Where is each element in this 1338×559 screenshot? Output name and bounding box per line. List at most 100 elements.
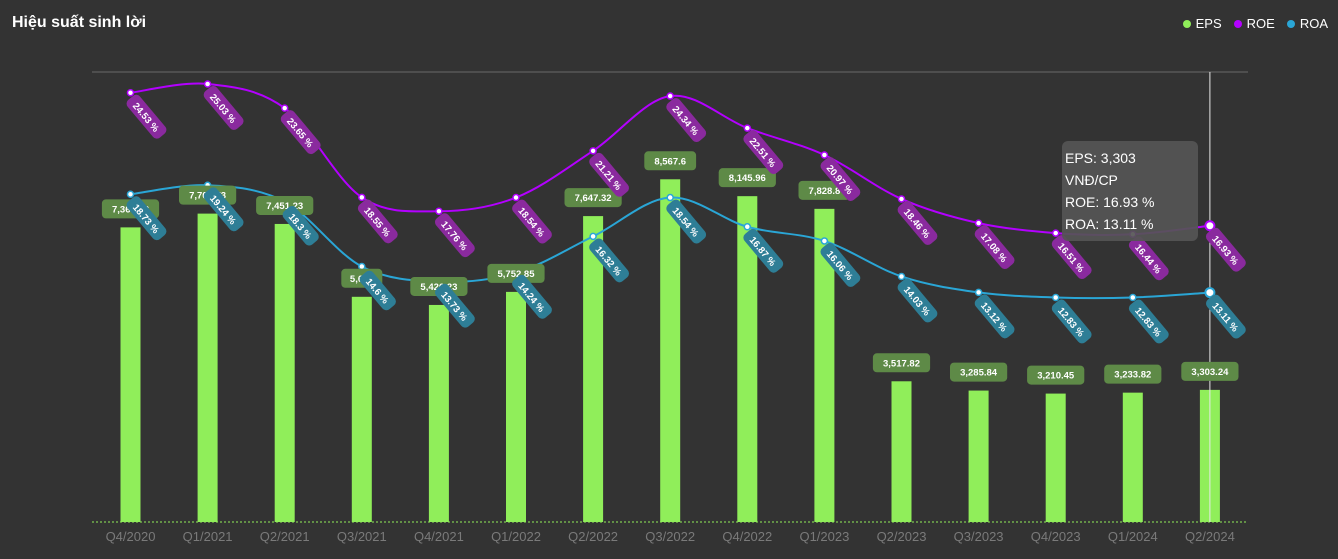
eps-bar [968, 390, 989, 522]
roa-value-label-bg [897, 278, 938, 323]
roe-value-label-bg [743, 130, 784, 175]
x-tick-label: Q3/2021 [337, 529, 387, 544]
roe-point [280, 104, 289, 112]
x-tick-label: Q1/2022 [491, 529, 541, 544]
roa-value-label-bg [1128, 299, 1169, 344]
eps-value-label-text: 3,303.24 [1191, 367, 1229, 378]
eps-bar [428, 304, 449, 522]
roe-value-label-bg [1051, 235, 1092, 280]
eps-bar [891, 381, 912, 522]
eps-bar [197, 213, 218, 523]
eps-value-label: 3,517.82 [872, 353, 931, 373]
roe-point [358, 193, 366, 202]
roa-value-label-bg [126, 196, 167, 241]
eps-bar [660, 179, 681, 522]
roe-point [512, 193, 520, 202]
roe-value-label-bg [357, 199, 398, 244]
x-tick-label: Q3/2022 [645, 529, 695, 544]
roa-point [974, 288, 983, 297]
roa-value-label: 12.83 % [1128, 299, 1169, 344]
roe-value-label-bg [435, 213, 475, 258]
eps-value-label-bg [644, 151, 697, 171]
roa-value-label: 12.83 % [1051, 299, 1092, 344]
roa-value-label-bg [1206, 294, 1246, 339]
roe-value-label-bg [126, 94, 167, 139]
legend-item-roe[interactable]: ROE [1233, 16, 1275, 31]
roe-point [203, 80, 212, 88]
roa-point [358, 262, 366, 271]
legend-roa-marker [1286, 19, 1295, 28]
tooltip: EPS: 3,303 VNĐ/CP ROE: 16.93 % ROA: 13.1… [1062, 141, 1198, 241]
roe-point [589, 147, 597, 155]
eps-bar [120, 227, 141, 522]
legend-item-roa[interactable]: ROA [1286, 16, 1328, 31]
roe-value-label-bg [666, 98, 707, 142]
eps-value-label: 8,145.96 [718, 168, 776, 188]
x-tick-label: Q1/2024 [1108, 529, 1158, 544]
eps-bar [814, 208, 835, 522]
eps-bar [506, 291, 526, 522]
roa-point [897, 272, 906, 281]
eps-bar [1045, 393, 1066, 522]
x-tick-label: Q2/2024 [1185, 529, 1235, 544]
roe-value-label: 17.76 % [435, 213, 475, 258]
eps-value-label: 7,451.23 [256, 195, 314, 215]
eps-value-label-text: 7,451.23 [266, 201, 303, 212]
eps-value-label-text: 3,233.82 [1114, 370, 1151, 381]
eps-value-label: 3,285.84 [950, 362, 1008, 382]
roa-point [666, 193, 674, 202]
eps-value-label-bg [872, 353, 931, 373]
roe-value-label: 16.93 % [1206, 227, 1246, 272]
roa-point [1051, 293, 1060, 302]
roe-value-label-bg [897, 201, 938, 245]
eps-value-label-bg [950, 362, 1008, 382]
roa-value-label-bg [282, 205, 319, 246]
x-tick-label: Q4/2023 [1031, 529, 1081, 544]
roa-point [1204, 287, 1216, 299]
roe-point [126, 88, 135, 97]
eps-value-label-text: 8,145.96 [729, 173, 766, 184]
x-tick-label: Q2/2022 [568, 529, 618, 544]
legend-roa-label: ROA [1299, 16, 1328, 31]
roa-point [126, 190, 135, 198]
legend-roe-label: ROE [1246, 16, 1275, 31]
tooltip-roe: ROE: 16.93 % [1065, 194, 1155, 210]
roa-value-label: 13.11 % [1206, 294, 1246, 339]
tooltip-roa: ROA: 13.11 % [1065, 216, 1154, 232]
eps-value-label: 8,567.6 [644, 151, 697, 171]
eps-bar [351, 296, 372, 522]
roe-point [743, 124, 752, 132]
x-tick-label: Q4/2021 [414, 529, 464, 544]
roa-value-label-bg [435, 283, 475, 328]
eps-value-label-text: 3,285.84 [960, 368, 998, 379]
x-tick-label: Q4/2020 [106, 529, 156, 544]
eps-value-label-bg [1181, 361, 1239, 381]
eps-value-label-bg [256, 195, 314, 215]
roe-value-label-bg [974, 225, 1015, 270]
roe-value-label-bg [1128, 236, 1169, 281]
x-tick-label: Q2/2023 [877, 529, 927, 544]
eps-value-label-text: 5,752.85 [498, 269, 536, 280]
roa-value-label-bg [974, 294, 1015, 339]
roa-point [1129, 293, 1137, 302]
roa-value-label-bg [359, 270, 396, 311]
roa-value-label-bg [203, 187, 244, 232]
eps-bar [1122, 392, 1143, 522]
roa-value-label-bg [512, 274, 552, 319]
x-tick-label: Q2/2021 [260, 529, 310, 544]
eps-value-label-text: 3,210.45 [1037, 371, 1075, 382]
roa-value-label-bg [589, 238, 629, 283]
roa-value-label-bg [666, 199, 707, 244]
legend-item-eps[interactable]: EPS [1182, 16, 1222, 31]
chart-title: Hiệu suất sinh lời [12, 14, 147, 31]
x-tick-label: Q3/2023 [954, 529, 1004, 544]
eps-bar [737, 196, 758, 522]
roa-value-label-bg [820, 243, 861, 287]
eps-value-label-bg [1104, 364, 1162, 384]
tooltip-eps: EPS: 3,303 VNĐ/CP [1065, 150, 1136, 188]
eps-value-label: 3,233.82 [1104, 364, 1162, 384]
roe-point [820, 151, 829, 159]
roe-point [974, 219, 983, 227]
roe-value-label: 16.44 % [1128, 236, 1169, 281]
